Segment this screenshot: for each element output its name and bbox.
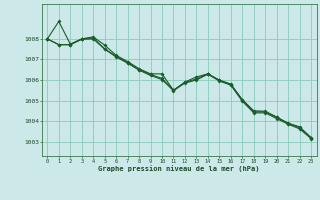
- X-axis label: Graphe pression niveau de la mer (hPa): Graphe pression niveau de la mer (hPa): [99, 165, 260, 172]
